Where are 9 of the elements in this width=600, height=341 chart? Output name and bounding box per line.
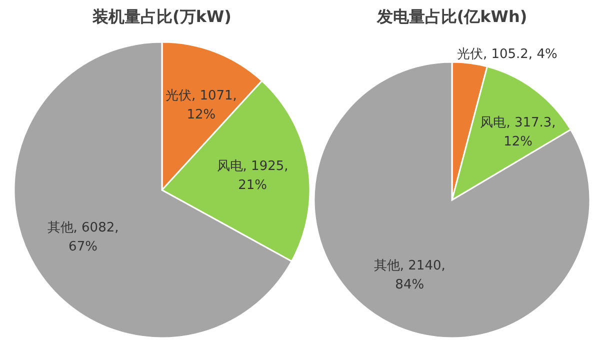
chart-title: 发电量占比(亿kWh) [376, 7, 528, 26]
slice-label: 其他, 2140, 84% [374, 258, 446, 292]
slice-label: 其他, 6082, 67% [47, 220, 119, 255]
slice-label: 光伏, 105.2, 4% [456, 47, 558, 62]
slice-label: 风电, 1925, 21% [216, 159, 288, 194]
slice-label: 风电, 317.3, 12% [480, 116, 556, 150]
pie-slice [451, 66, 572, 201]
chart-title: 装机量占比(万kW) [92, 7, 232, 26]
slice-label: 光伏, 1071, 12% [165, 88, 237, 122]
